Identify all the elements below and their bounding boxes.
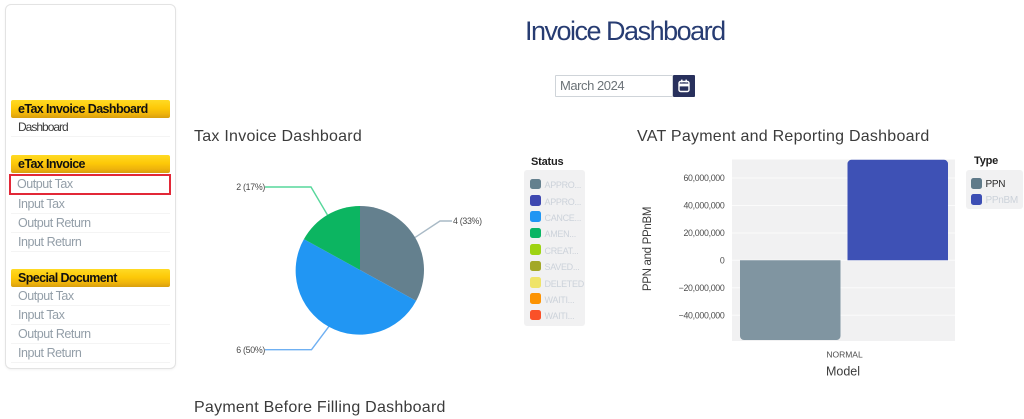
svg-text:6 (50%): 6 (50%) [236, 345, 265, 355]
svg-text:4 (33%): 4 (33%) [453, 216, 482, 226]
svg-text:NORMAL: NORMAL [826, 350, 863, 360]
svg-text:40,000,000: 40,000,000 [683, 201, 724, 211]
svg-text:PPN and PPnBM: PPN and PPnBM [642, 207, 654, 291]
svg-text:60,000,000: 60,000,000 [683, 173, 724, 183]
svg-text:−40,000,000: −40,000,000 [679, 310, 725, 320]
svg-text:0: 0 [720, 255, 725, 265]
svg-text:20,000,000: 20,000,000 [683, 228, 724, 238]
svg-text:−20,000,000: −20,000,000 [679, 283, 725, 293]
svg-text:Model: Model [826, 365, 860, 379]
svg-text:2 (17%): 2 (17%) [236, 182, 265, 192]
